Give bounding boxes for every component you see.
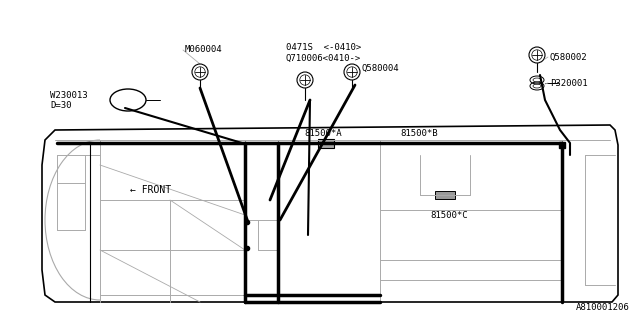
Text: Q710006<0410->: Q710006<0410-> (286, 53, 361, 62)
Text: 81500*A: 81500*A (304, 129, 342, 138)
Text: M060004: M060004 (185, 45, 223, 54)
Text: W230013: W230013 (50, 92, 88, 100)
Text: 81500*B: 81500*B (400, 129, 438, 138)
Text: 81500*C: 81500*C (430, 211, 468, 220)
Bar (318, 139, 334, 148)
Text: A810001206: A810001206 (576, 303, 630, 312)
Text: Q580004: Q580004 (362, 63, 399, 73)
Text: 0471S  <-0410>: 0471S <-0410> (286, 43, 361, 52)
Text: Q580002: Q580002 (550, 52, 588, 61)
Text: D=30: D=30 (50, 101, 72, 110)
Text: P320001: P320001 (550, 78, 588, 87)
Bar (435, 191, 455, 199)
Text: ← FRONT: ← FRONT (130, 185, 171, 195)
